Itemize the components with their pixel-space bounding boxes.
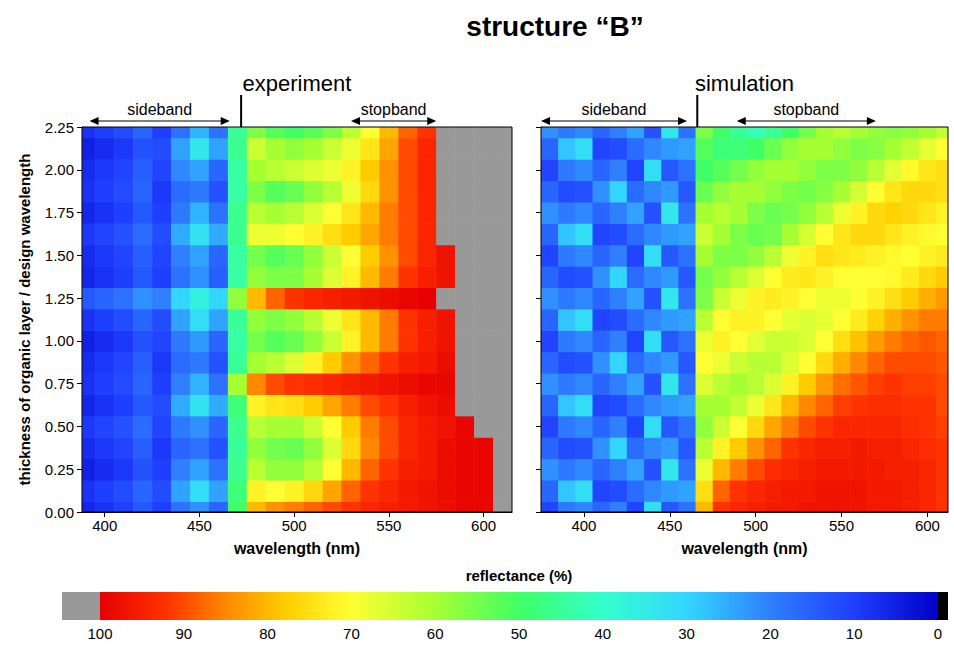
svg-text:experiment: experiment	[243, 71, 352, 96]
svg-text:0.75: 0.75	[45, 375, 74, 392]
svg-text:400: 400	[92, 517, 117, 534]
svg-text:550: 550	[829, 517, 854, 534]
svg-text:structure “B”: structure “B”	[466, 11, 643, 42]
svg-text:40: 40	[594, 625, 611, 642]
svg-text:sideband: sideband	[127, 101, 192, 118]
svg-text:60: 60	[427, 625, 444, 642]
svg-text:wavelength (nm): wavelength (nm)	[680, 540, 807, 557]
svg-text:reflectance (%): reflectance (%)	[466, 567, 573, 584]
svg-text:500: 500	[743, 517, 768, 534]
svg-text:400: 400	[571, 517, 596, 534]
svg-text:70: 70	[343, 625, 360, 642]
svg-text:450: 450	[187, 517, 212, 534]
svg-text:2.25: 2.25	[45, 119, 74, 136]
svg-text:50: 50	[511, 625, 528, 642]
svg-text:0.50: 0.50	[45, 418, 74, 435]
svg-text:450: 450	[657, 517, 682, 534]
svg-text:0.00: 0.00	[45, 504, 74, 521]
svg-text:thickness of organic layer / d: thickness of organic layer / design wave…	[16, 154, 33, 486]
svg-text:90: 90	[175, 625, 192, 642]
svg-text:1.25: 1.25	[45, 290, 74, 307]
svg-text:1.00: 1.00	[45, 332, 74, 349]
svg-text:0.25: 0.25	[45, 461, 74, 478]
svg-text:0: 0	[934, 625, 942, 642]
svg-text:stopband: stopband	[773, 101, 839, 118]
svg-text:1.75: 1.75	[45, 204, 74, 221]
svg-text:600: 600	[915, 517, 940, 534]
svg-text:500: 500	[282, 517, 307, 534]
svg-text:stopband: stopband	[361, 101, 427, 118]
svg-text:600: 600	[471, 517, 496, 534]
svg-text:wavelength (nm): wavelength (nm)	[233, 540, 360, 557]
svg-text:2.00: 2.00	[45, 161, 74, 178]
svg-text:20: 20	[762, 625, 779, 642]
svg-text:10: 10	[846, 625, 863, 642]
svg-text:100: 100	[87, 625, 112, 642]
svg-text:1.50: 1.50	[45, 247, 74, 264]
svg-text:80: 80	[259, 625, 276, 642]
svg-text:sideband: sideband	[582, 101, 647, 118]
svg-text:30: 30	[678, 625, 695, 642]
svg-text:simulation: simulation	[695, 71, 794, 96]
svg-text:550: 550	[376, 517, 401, 534]
